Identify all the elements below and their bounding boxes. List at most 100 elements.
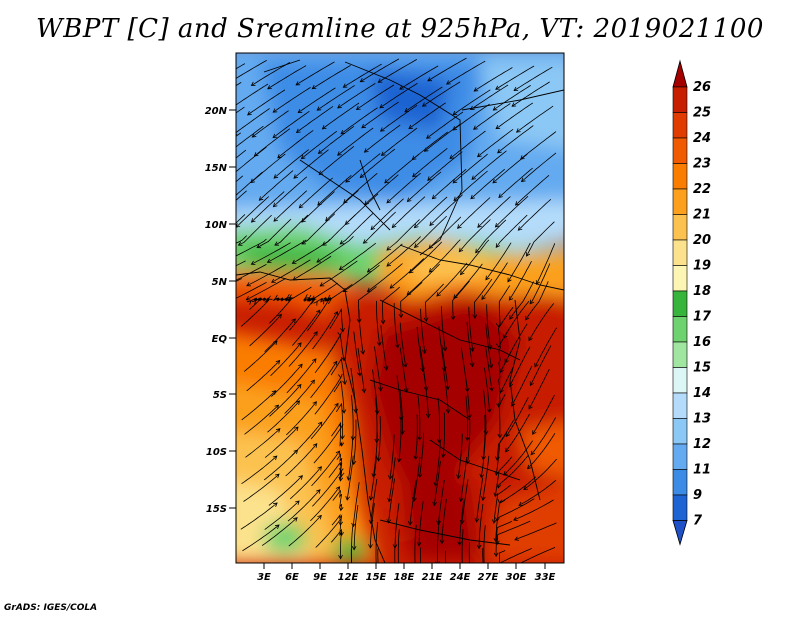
streamline-arrow [208,254,212,258]
streamline-arrow [359,78,365,83]
streamline [485,323,492,368]
lon-tick-label: 18E [394,572,415,583]
streamline [528,303,555,341]
streamline-arrow [228,80,232,84]
streamline [495,195,529,228]
colorbar-top-arrow [672,59,688,88]
streamline [413,456,421,502]
streamline [419,432,424,478]
streamline [494,456,513,497]
streamline [249,314,282,347]
streamline-arrow [491,519,497,524]
streamline [322,102,360,130]
streamline-arrow [384,178,389,184]
streamline [246,263,287,287]
streamline-arrow [525,315,530,321]
streamline [445,550,447,563]
streamline-arrow [335,450,341,456]
streamline-arrow [413,566,417,570]
streamline-arrow [275,359,281,365]
streamline-arrow [427,77,433,82]
colorbar-label: 9 [693,488,702,503]
streamline [498,394,506,438]
streamline [315,517,342,548]
streamline [526,221,555,257]
streamline [318,145,355,175]
lat-tick-label: 10N [205,220,228,231]
streamline-arrow [316,489,321,494]
streamline-arrow [343,198,348,204]
streamline-arrow [442,347,448,352]
streamline [433,461,441,506]
streamline-arrow [247,111,252,116]
streamline [386,172,421,204]
streamline-arrow [423,147,429,152]
streamline [516,105,554,133]
streamline-arrow [416,542,422,547]
streamline-arrow [273,502,278,507]
streamline-arrow [452,110,458,116]
lon-tick-label: 30E [506,572,527,583]
streamline [295,61,335,86]
streamline [241,390,276,421]
streamline [264,500,300,530]
lat-tick-label: EQ [212,334,228,345]
streamline-arrow [394,343,400,349]
streamline-arrow [520,155,525,160]
streamline [288,515,322,547]
colorbar-label: 12 [693,437,711,452]
streamline-arrow [406,197,412,203]
streamline [438,326,446,371]
streamline-arrow [436,520,441,526]
lon-tick-label: 24E [450,572,471,583]
streamline [449,130,486,159]
streamline-arrow [497,433,503,439]
streamline [312,471,342,507]
streamline [363,211,396,244]
streamline [261,517,298,546]
streamline-arrow [344,220,350,226]
streamline-arrow [250,260,256,265]
streamline-arrow [459,270,465,276]
streamline [386,219,420,251]
streamline [350,395,354,441]
streamline [475,219,507,254]
lat-tick-label: 10S [206,447,227,458]
streamline [310,403,339,440]
streamline [498,365,515,408]
streamline-arrow [473,125,478,130]
streamline-arrow [212,241,216,245]
streamline-arrow [368,496,374,501]
streamline-arrow [228,150,232,154]
streamline-arrow [337,151,342,156]
streamline-arrow [376,457,382,462]
colorbar-label: 15 [693,361,711,376]
streamline-arrow [417,436,423,441]
streamline-arrow [529,381,535,387]
streamline-arrow [345,178,350,183]
streamline [259,170,294,201]
streamline [527,433,556,469]
streamline [370,455,377,501]
streamline-arrow [529,299,535,305]
streamline-arrow [514,201,520,206]
streamline [513,499,554,521]
colorbar-label: 21 [693,208,711,223]
streamline [333,380,345,414]
streamline [364,174,399,205]
streamline [428,216,462,249]
streamline [424,123,461,152]
streamline [367,263,403,292]
streamline [343,172,378,204]
streamline-arrow [387,497,392,503]
streamline-arrow [339,442,345,447]
streamline [269,384,302,417]
streamline [474,278,493,319]
colorbar-swatch [672,392,688,419]
streamline-arrow [250,178,255,184]
streamline [373,432,378,478]
streamline-arrow [495,568,499,572]
streamline-arrow [469,583,473,587]
streamline-arrow [441,453,446,459]
